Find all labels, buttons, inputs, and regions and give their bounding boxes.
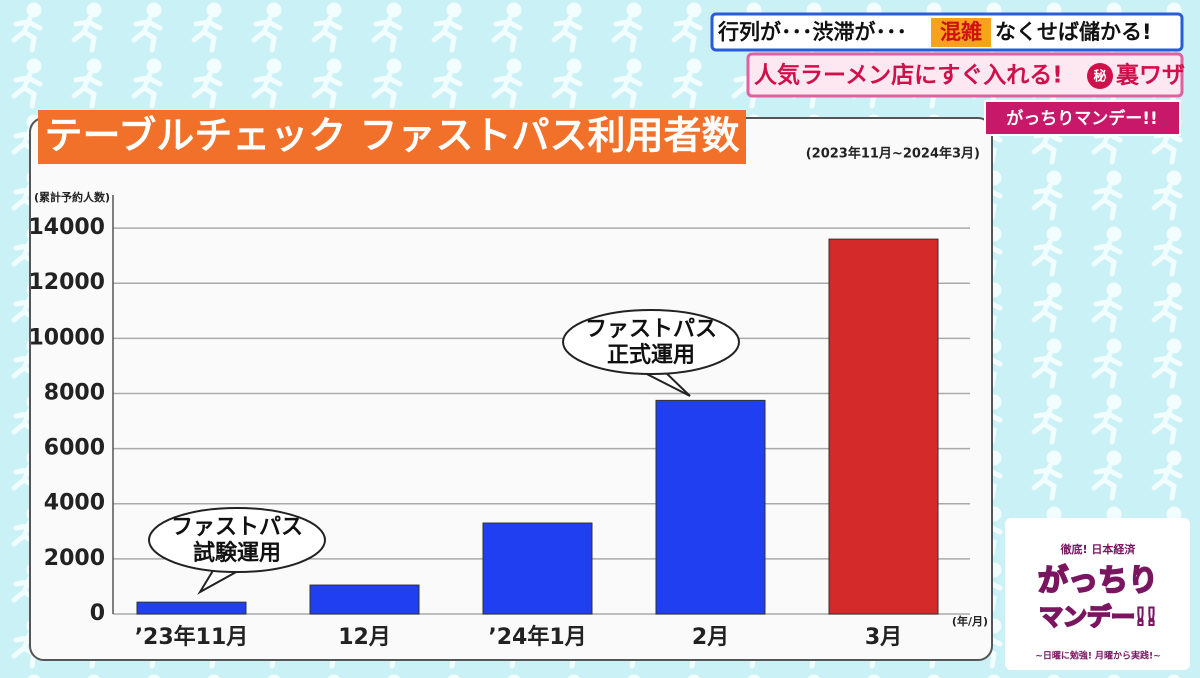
title-box: [38, 110, 746, 164]
y-tick-label: 2000: [44, 546, 105, 571]
banner-text: 行列が･･･渋滞が･･･: [717, 20, 907, 44]
show-name: がっちりマンデー!!: [1006, 108, 1158, 129]
annotation: 正式運用: [607, 343, 695, 368]
bar: [136, 601, 247, 615]
annotation: ファストパス: [171, 515, 303, 540]
logo-top: 徹底! 日本経済: [1060, 542, 1137, 556]
logo-main: がっちり: [1038, 564, 1158, 599]
annotation: 試験運用: [193, 540, 281, 566]
x-axis-label: (年/月): [952, 614, 988, 628]
banner-text: 裏ワザ: [1115, 62, 1185, 89]
bar: [655, 399, 766, 615]
y-axis-label: (累計予約人数): [34, 190, 110, 204]
callout-patch: [213, 560, 251, 570]
y-tick-label: 12000: [28, 270, 105, 295]
x-tick-label: 12月: [338, 625, 391, 650]
annotation: ファストパス: [585, 317, 717, 342]
banner-text: 人気ラーメン店にすぐ入れる!: [754, 62, 1063, 89]
chart-title: テーブルチェック ファストパス利用者数: [45, 114, 740, 158]
logo-sub: マンデー!!: [1039, 603, 1157, 631]
banner-highlight: [931, 18, 991, 47]
y-tick-label: 0: [90, 601, 105, 626]
show-tag: [984, 100, 1181, 136]
logo-box: [1005, 518, 1190, 670]
callout-bubble: [562, 309, 740, 375]
callout-bubble: [148, 507, 326, 573]
y-tick-label: 10000: [28, 325, 105, 350]
banner-text: 秘: [1093, 69, 1106, 85]
banner-text: 混雑: [940, 20, 982, 44]
secret-badge: [1087, 63, 1113, 89]
x-tick-label: 2月: [692, 625, 729, 650]
y-tick-label: 14000: [28, 215, 105, 240]
banner-text: なくせば儲かる!: [995, 20, 1152, 44]
y-tick-label: 8000: [44, 380, 105, 405]
bar: [482, 522, 593, 615]
x-tick-label: 3月: [865, 625, 902, 650]
bar: [309, 584, 420, 615]
chart-subtitle: (2023年11月~2024年3月): [806, 146, 980, 162]
y-tick-label: 6000: [44, 436, 105, 461]
x-tick-label: ’23年11月: [135, 624, 249, 650]
logo-tagline: ~日曜に勉強! 月曜から実践!~: [1035, 650, 1160, 662]
x-tick-label: ’24年1月: [488, 624, 586, 650]
banner-box-2: [746, 52, 1184, 98]
bar: [828, 238, 939, 615]
y-tick-label: 4000: [44, 491, 105, 516]
callout-patch: [627, 362, 665, 372]
